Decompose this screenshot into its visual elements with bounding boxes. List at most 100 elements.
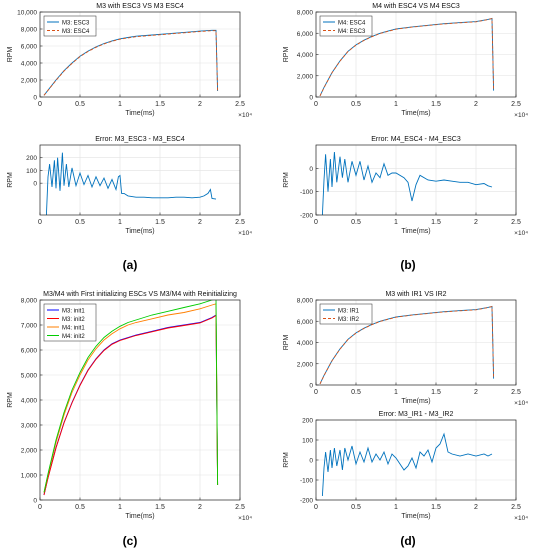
x-axis-label: Time(ms) — [401, 228, 430, 235]
x-tick-label: 2 — [198, 101, 202, 108]
y-tick-label: 200 — [302, 418, 313, 425]
y-tick-label: -200 — [300, 498, 313, 505]
axes-box — [39, 144, 241, 216]
legend-label-1: M4: ESC4 — [338, 20, 366, 26]
x-tick-label: 0 — [38, 504, 42, 511]
y-tick-label: 5,000 — [21, 373, 38, 380]
axes-box — [39, 11, 241, 98]
y-axis-label: RPM — [7, 47, 14, 63]
x-tick-label: 0.5 — [351, 389, 361, 396]
series-line-2 — [319, 18, 495, 97]
y-tick-label: 100 — [26, 168, 37, 175]
y-tick-label: 8,000 — [297, 298, 314, 305]
y-tick-label: 6,000 — [21, 348, 38, 355]
y-tick-label: 0 — [309, 383, 313, 390]
x-tick-label: 0 — [314, 101, 318, 108]
series-line-2 — [319, 306, 495, 385]
x-tick-label: 1 — [118, 504, 122, 511]
legend-label-4: M4: init2 — [62, 334, 85, 340]
x-tick-label: 1.5 — [155, 504, 165, 511]
x-tick-label: 1.5 — [431, 504, 441, 511]
axes-box — [315, 144, 517, 216]
y-tick-label: 3,000 — [21, 423, 38, 430]
x-exponent-label: ×10⁴ — [238, 230, 252, 237]
x-tick-label: 0.5 — [351, 101, 361, 108]
y-axis-label: RPM — [283, 452, 290, 468]
x-tick-label: 2 — [474, 504, 478, 511]
chart-title: M3 with ESC3 VS M3 ESC4 — [96, 3, 184, 10]
y-tick-label: 8,000 — [21, 298, 38, 305]
y-tick-label: 0 — [33, 181, 37, 188]
legend-label-2: M3: init2 — [62, 317, 85, 323]
series-line-3 — [43, 303, 219, 493]
plot-area — [316, 145, 516, 215]
y-axis-label: RPM — [283, 172, 290, 188]
y-axis-label: RPM — [7, 392, 14, 408]
x-tick-label: 2.5 — [511, 101, 521, 108]
y-tick-label: 4,000 — [297, 340, 314, 347]
x-tick-label: 2 — [474, 389, 478, 396]
y-tick-label: 8,000 — [297, 10, 314, 17]
panel-label-c: (c) — [123, 534, 138, 548]
y-tick-label: 6,000 — [21, 44, 38, 51]
chart-c: 0 0.5 1 1.5 2 2.5 0 1,000 2,000 3,000 4,000 5,000 6,… — [7, 291, 252, 522]
x-tick-label: 0.5 — [75, 504, 85, 511]
x-exponent-label: ×10⁴ — [514, 400, 528, 407]
x-axis-label: Time(ms) — [401, 110, 430, 117]
x-tick-label: 1 — [394, 101, 398, 108]
x-exponent-label: ×10⁴ — [514, 515, 528, 522]
x-tick-label: 1.5 — [431, 101, 441, 108]
x-tick-label: 0.5 — [351, 219, 361, 226]
chart-title: M3/M4 with First initializing ESCs VS M3… — [43, 291, 237, 298]
chart-title: Error: M4_ESC4 - M4_ESC3 — [371, 136, 461, 143]
x-tick-label: 0 — [314, 219, 318, 226]
chart-b-bottom: 0 0.5 1 1.5 2 2.5 -200 -100 0 Error: M4_ESC4 - M4… — [283, 136, 528, 237]
y-tick-label: 0 — [309, 458, 313, 465]
series-line-1 — [321, 432, 493, 497]
x-tick-label: 1.5 — [431, 389, 441, 396]
x-axis-label: Time(ms) — [125, 513, 154, 520]
y-tick-label: 4,000 — [21, 398, 38, 405]
x-tick-label: 1.5 — [431, 219, 441, 226]
y-tick-label: 8,000 — [21, 27, 38, 34]
legend-label-1: M3: ESC3 — [62, 20, 90, 26]
panel-label-a: (a) — [123, 258, 138, 272]
x-tick-label: 1 — [394, 389, 398, 396]
panel-label-d: (d) — [400, 534, 415, 548]
legend-label-2: M3: ESC4 — [62, 29, 90, 35]
x-tick-label: 1 — [118, 219, 122, 226]
x-tick-label: 2.5 — [511, 389, 521, 396]
legend: M4: ESC4 M4: ESC3 — [319, 15, 373, 37]
legend-label-2: M3: IR2 — [338, 317, 360, 323]
y-axis-label: RPM — [7, 172, 14, 188]
x-axis-label: Time(ms) — [401, 513, 430, 520]
y-tick-label: 2,000 — [21, 78, 38, 85]
y-tick-label: 200 — [26, 155, 37, 162]
x-tick-label: 0 — [38, 219, 42, 226]
legend: M3: IR1 M3: IR2 — [319, 303, 373, 325]
y-tick-label: 7,000 — [21, 323, 38, 330]
y-tick-label: 2,000 — [297, 73, 314, 80]
x-tick-label: 2.5 — [235, 219, 245, 226]
charts-layer: 0 0.5 1 1.5 2 2.5 0 2,000 4,000 6,000 8,000 10,000 M… — [7, 3, 528, 522]
chart-d-top: 0 0.5 1 1.5 2 2.5 0 2,000 4,000 6,000 8,000 M3 with… — [283, 291, 528, 407]
x-tick-label: 2.5 — [235, 101, 245, 108]
y-axis-label: RPM — [283, 335, 290, 351]
series-line-1 — [45, 152, 217, 215]
x-tick-label: 1 — [394, 504, 398, 511]
x-exponent-label: ×10⁴ — [238, 515, 252, 522]
x-tick-label: 1 — [394, 219, 398, 226]
chart-title: Error: M3_ESC3 - M3_ESC4 — [95, 136, 185, 143]
x-tick-label: 0.5 — [75, 101, 85, 108]
y-tick-label: 6,000 — [297, 31, 314, 38]
series-line-2 — [43, 30, 219, 96]
x-exponent-label: ×10⁴ — [514, 230, 528, 237]
legend-label-2: M4: ESC3 — [338, 29, 366, 35]
x-tick-label: 1.5 — [155, 219, 165, 226]
y-tick-label: 6,000 — [297, 319, 314, 326]
x-tick-label: 2.5 — [511, 504, 521, 511]
chart-title: Error: M3_IR1 - M3_IR2 — [379, 411, 454, 418]
x-tick-label: 0 — [314, 504, 318, 511]
x-exponent-label: ×10⁴ — [238, 112, 252, 119]
